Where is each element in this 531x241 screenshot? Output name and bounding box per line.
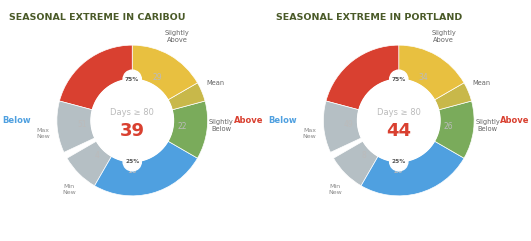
Text: 39: 39: [119, 122, 145, 140]
Text: Min
New: Min New: [62, 184, 76, 195]
Text: Mean: Mean: [206, 80, 224, 86]
Wedge shape: [168, 83, 205, 110]
Text: Below: Below: [269, 116, 297, 125]
Circle shape: [390, 153, 408, 171]
Text: 16: 16: [127, 166, 137, 175]
Wedge shape: [361, 141, 464, 196]
Text: Days ≥ 80: Days ≥ 80: [110, 108, 154, 117]
Text: Slightly
Below: Slightly Below: [475, 119, 500, 132]
Wedge shape: [59, 45, 132, 110]
Wedge shape: [95, 141, 198, 196]
Wedge shape: [168, 101, 208, 158]
Text: 20: 20: [394, 166, 404, 175]
Text: SEASONAL EXTREME IN PORTLAND: SEASONAL EXTREME IN PORTLAND: [276, 13, 462, 22]
Text: Max
New: Max New: [36, 128, 50, 139]
Text: Below: Below: [2, 116, 31, 125]
Text: 75%: 75%: [392, 77, 406, 82]
Text: 34: 34: [419, 73, 429, 82]
Text: 8: 8: [361, 151, 366, 160]
Circle shape: [357, 79, 440, 162]
Text: 75%: 75%: [125, 77, 139, 82]
Text: Above: Above: [234, 116, 263, 125]
Text: Days ≥ 80: Days ≥ 80: [377, 108, 421, 117]
Wedge shape: [57, 101, 95, 152]
Text: 49: 49: [344, 120, 354, 129]
Wedge shape: [434, 101, 474, 158]
Circle shape: [91, 79, 174, 162]
Wedge shape: [132, 45, 198, 100]
Wedge shape: [326, 45, 399, 110]
Text: 25%: 25%: [125, 159, 139, 164]
Wedge shape: [323, 101, 362, 152]
Text: 25%: 25%: [392, 159, 406, 164]
Text: Above: Above: [500, 116, 530, 125]
Text: Slightly
Above: Slightly Above: [165, 30, 190, 43]
Text: 44: 44: [386, 122, 412, 140]
Circle shape: [390, 70, 408, 88]
Wedge shape: [333, 141, 378, 186]
Text: 26: 26: [443, 122, 453, 131]
Circle shape: [123, 70, 141, 88]
Text: Slightly
Below: Slightly Below: [209, 119, 234, 132]
Wedge shape: [67, 141, 112, 186]
Text: 51: 51: [78, 120, 87, 129]
Text: Mean: Mean: [473, 80, 491, 86]
Circle shape: [123, 153, 141, 171]
Text: 29: 29: [152, 73, 162, 82]
Text: 4: 4: [95, 151, 99, 160]
Text: Max
New: Max New: [303, 128, 316, 139]
Text: 22: 22: [177, 122, 186, 131]
Wedge shape: [434, 83, 472, 110]
Text: SEASONAL EXTREME IN CARIBOU: SEASONAL EXTREME IN CARIBOU: [9, 13, 186, 22]
Text: Min
New: Min New: [329, 184, 342, 195]
Text: Slightly
Above: Slightly Above: [431, 30, 456, 43]
Wedge shape: [399, 45, 464, 100]
